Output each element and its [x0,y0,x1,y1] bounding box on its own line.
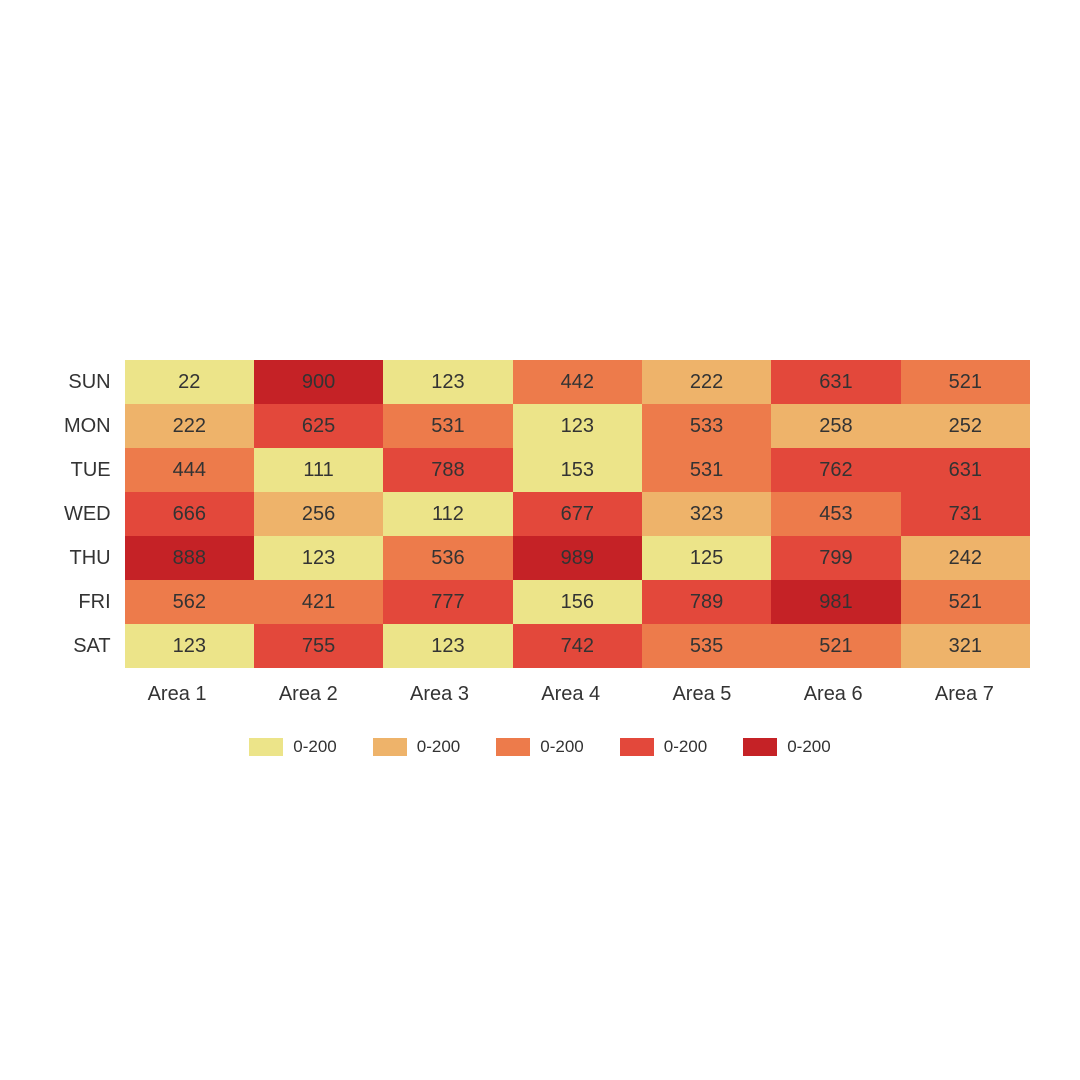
heatmap-cell: 112 [383,492,512,536]
heatmap-cell: 123 [513,404,642,448]
heatmap-cell: 777 [383,580,512,624]
heatmap-cell: 421 [254,580,383,624]
heatmap-cell: 989 [513,536,642,580]
heatmap-cell: 521 [771,624,900,668]
heatmap-cell: 453 [771,492,900,536]
heatmap-container: SUN22900123442222631521MON22262553112353… [50,360,1030,757]
heatmap-row: SUN22900123442222631521 [50,360,1030,404]
legend-label: 0-200 [787,737,830,757]
heatmap-col-label: Area 6 [768,682,899,707]
heatmap-row: MON222625531123533258252 [50,404,1030,448]
heatmap-cell: 242 [901,536,1030,580]
legend-swatch [620,738,654,756]
legend-label: 0-200 [664,737,707,757]
heatmap-cell: 666 [125,492,254,536]
heatmap-cell: 252 [901,404,1030,448]
heatmap-cell: 123 [125,624,254,668]
heatmap-cell: 799 [771,536,900,580]
legend-item: 0-200 [496,737,583,757]
heatmap-cell: 321 [901,624,1030,668]
heatmap-col-label: Area 4 [505,682,636,707]
heatmap-cell: 888 [125,536,254,580]
heatmap-cell: 153 [513,448,642,492]
legend-item: 0-200 [373,737,460,757]
heatmap-cell: 521 [901,360,1030,404]
heatmap-cell: 789 [642,580,771,624]
heatmap-cell: 123 [254,536,383,580]
heatmap-row: FRI562421777156789981521 [50,580,1030,624]
heatmap-row-label: SAT [50,624,125,668]
legend-item: 0-200 [743,737,830,757]
heatmap-cell: 222 [125,404,254,448]
heatmap-cell: 111 [254,448,383,492]
heatmap-row-label: TUE [50,448,125,492]
heatmap-col-label: Area 1 [111,682,242,707]
heatmap-cell: 22 [125,360,254,404]
x-axis-spacer [50,682,111,707]
legend-swatch [249,738,283,756]
heatmap-row: THU888123536989125799242 [50,536,1030,580]
heatmap-col-label: Area 5 [636,682,767,707]
legend-label: 0-200 [540,737,583,757]
legend-item: 0-200 [249,737,336,757]
heatmap-cell: 562 [125,580,254,624]
heatmap-cell: 731 [901,492,1030,536]
heatmap-legend: 0-200 0-200 0-200 0-200 0-200 [50,737,1030,757]
heatmap-cell: 900 [254,360,383,404]
heatmap-cell: 258 [771,404,900,448]
heatmap-row-label: THU [50,536,125,580]
heatmap-cell: 256 [254,492,383,536]
heatmap-cell: 222 [642,360,771,404]
heatmap-row-label: SUN [50,360,125,404]
heatmap-row-label: WED [50,492,125,536]
heatmap-x-axis: Area 1Area 2Area 3Area 4Area 5Area 6Area… [50,682,1030,707]
heatmap-col-label: Area 7 [899,682,1030,707]
heatmap-cell: 442 [513,360,642,404]
heatmap-cell: 631 [771,360,900,404]
heatmap-cell: 762 [771,448,900,492]
heatmap-col-label: Area 2 [243,682,374,707]
heatmap-cell: 677 [513,492,642,536]
heatmap-row: TUE444111788153531762631 [50,448,1030,492]
legend-swatch [373,738,407,756]
heatmap-cell: 788 [383,448,512,492]
legend-swatch [743,738,777,756]
legend-label: 0-200 [417,737,460,757]
heatmap-cell: 742 [513,624,642,668]
legend-swatch [496,738,530,756]
heatmap-cell: 521 [901,580,1030,624]
heatmap-cell: 755 [254,624,383,668]
heatmap-row: WED666256112677323453731 [50,492,1030,536]
heatmap-cell: 981 [771,580,900,624]
heatmap-row-label: MON [50,404,125,448]
heatmap-cell: 625 [254,404,383,448]
heatmap-cell: 535 [642,624,771,668]
heatmap-cell: 631 [901,448,1030,492]
heatmap-cell: 531 [642,448,771,492]
heatmap-cell: 123 [383,624,512,668]
heatmap-cell: 444 [125,448,254,492]
legend-label: 0-200 [293,737,336,757]
heatmap-cell: 536 [383,536,512,580]
legend-item: 0-200 [620,737,707,757]
heatmap-col-label: Area 3 [374,682,505,707]
heatmap-row-label: FRI [50,580,125,624]
heatmap-cell: 156 [513,580,642,624]
heatmap-grid: SUN22900123442222631521MON22262553112353… [50,360,1030,668]
heatmap-cell: 323 [642,492,771,536]
heatmap-row: SAT123755123742535521321 [50,624,1030,668]
heatmap-cell: 533 [642,404,771,448]
heatmap-cell: 531 [383,404,512,448]
heatmap-cell: 123 [383,360,512,404]
heatmap-cell: 125 [642,536,771,580]
